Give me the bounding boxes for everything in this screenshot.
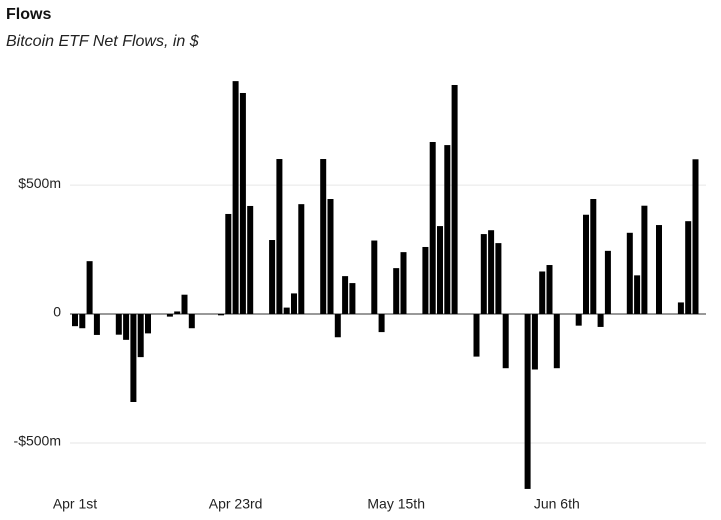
bar <box>276 159 283 315</box>
bar <box>166 314 173 317</box>
bar <box>123 314 130 340</box>
bar <box>291 293 297 315</box>
x-tick-label: Apr 1st <box>53 496 97 512</box>
chart-subtitle: Bitcoin ETF Net Flows, in $ <box>6 33 200 50</box>
bar <box>656 225 662 315</box>
bar <box>393 268 400 315</box>
chart-title: Flows <box>6 6 51 23</box>
bar <box>604 250 611 315</box>
bar <box>539 271 546 315</box>
bar <box>320 159 327 315</box>
y-tick-label: 0 <box>53 304 61 320</box>
bar <box>400 252 407 315</box>
bar <box>327 199 334 315</box>
bar <box>93 314 100 335</box>
bar <box>444 145 451 315</box>
bar <box>502 314 509 369</box>
bar <box>553 314 560 369</box>
bar <box>181 294 188 315</box>
bar <box>626 232 633 315</box>
bar <box>188 314 195 329</box>
bar <box>378 314 385 333</box>
bar <box>371 240 378 315</box>
bar <box>583 214 589 315</box>
bar <box>473 314 480 357</box>
bar <box>597 314 604 327</box>
y-tick-label: $500m <box>18 175 61 191</box>
bar <box>590 199 597 315</box>
bar <box>480 234 487 315</box>
bar <box>451 84 458 315</box>
bar <box>247 205 254 315</box>
bar <box>429 141 436 315</box>
bar <box>422 246 429 315</box>
bar <box>232 81 239 315</box>
bar <box>437 226 443 315</box>
bar <box>641 205 648 315</box>
bar <box>334 314 341 338</box>
bar <box>531 314 538 370</box>
bar <box>86 261 93 315</box>
x-tick-label: May 15th <box>367 496 425 512</box>
bar <box>72 314 78 327</box>
bar <box>524 314 531 489</box>
bar <box>130 314 137 402</box>
bar <box>488 230 495 315</box>
bar <box>692 159 699 315</box>
bar <box>145 314 151 334</box>
bar <box>349 283 356 315</box>
bar <box>79 314 86 329</box>
bar <box>677 302 684 315</box>
bar <box>546 265 553 315</box>
bar <box>225 213 232 315</box>
bar <box>342 276 349 315</box>
bar <box>137 314 144 358</box>
bar <box>269 240 276 315</box>
bar <box>634 275 641 315</box>
y-tick-label: -$500m <box>14 433 61 449</box>
bar <box>174 311 181 315</box>
bar <box>239 92 246 315</box>
bar <box>115 314 122 335</box>
bar <box>218 314 224 316</box>
x-tick-label: Apr 23rd <box>209 496 263 512</box>
bar <box>685 221 692 315</box>
x-tick-label: Jun 6th <box>534 496 580 512</box>
bar <box>283 307 290 315</box>
bar <box>298 204 305 315</box>
bar <box>575 314 582 326</box>
bar <box>495 243 502 315</box>
